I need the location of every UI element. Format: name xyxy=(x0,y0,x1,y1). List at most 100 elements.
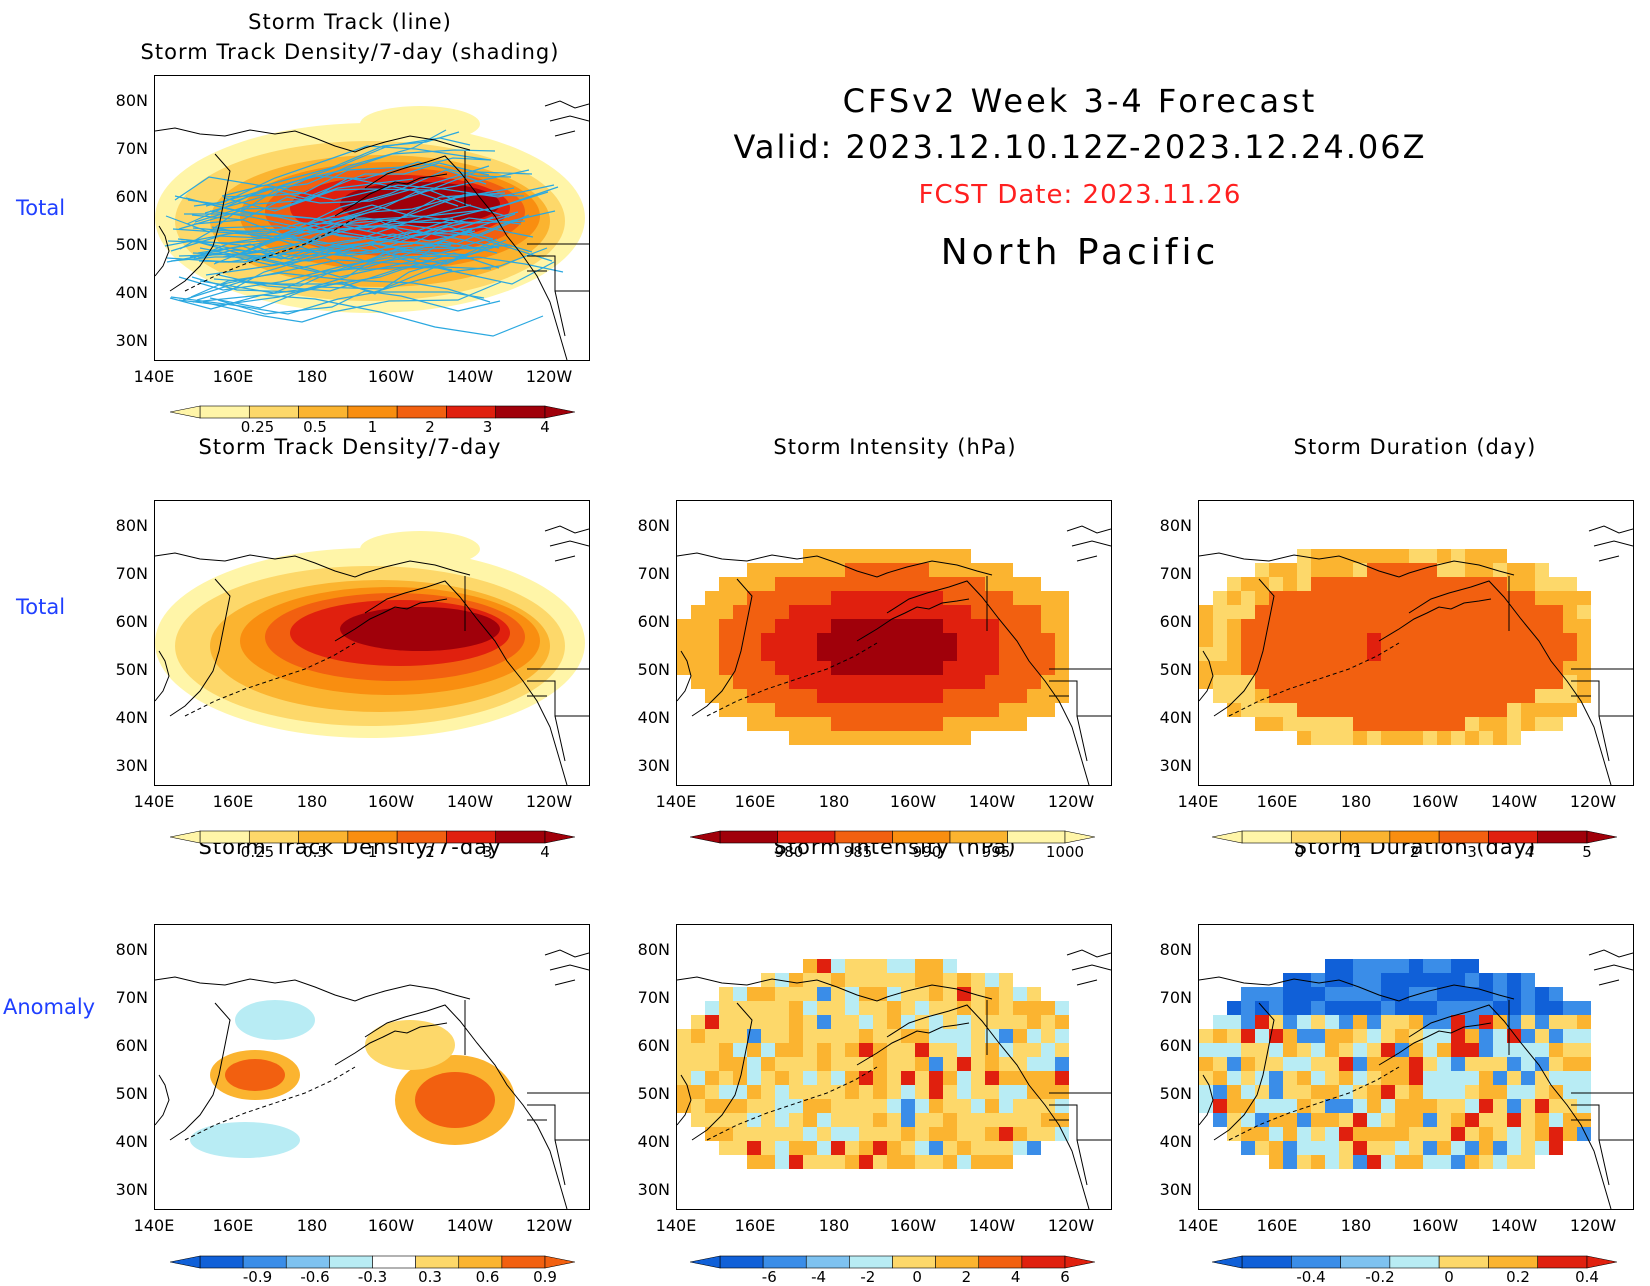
grid-cell xyxy=(1041,1057,1055,1071)
grid-cell xyxy=(1409,1071,1423,1085)
grid-cell xyxy=(789,1113,803,1127)
arctic-coast xyxy=(677,552,993,578)
grid-cell xyxy=(1395,1099,1409,1113)
grid-cell xyxy=(1423,619,1437,633)
coastline xyxy=(677,949,1111,1209)
grid-cell xyxy=(901,1099,915,1113)
grid-cell xyxy=(1213,1043,1227,1057)
grid-cell xyxy=(1339,959,1353,973)
grid-cell xyxy=(817,591,831,605)
grid-cell xyxy=(1493,1085,1507,1099)
colorbar-swatch xyxy=(1340,830,1391,844)
lon-tick-label: 160W xyxy=(889,792,937,811)
grid-cell xyxy=(1269,1043,1283,1057)
colorbar-tick-label: 5 xyxy=(1582,843,1592,861)
colorbar-tick-label: 0.2 xyxy=(1506,1268,1530,1286)
grid-cell xyxy=(985,987,999,1001)
grid-cell xyxy=(1027,1141,1041,1155)
grid-cell xyxy=(1353,563,1367,577)
grid-cell xyxy=(929,689,943,703)
colorbar-right-arrow xyxy=(544,405,576,419)
grid-cell xyxy=(1227,1113,1241,1127)
grid-cell xyxy=(1199,605,1213,619)
grid-cell xyxy=(831,605,845,619)
grid-cell xyxy=(1297,1029,1311,1043)
grid-cell xyxy=(733,591,747,605)
grid-cell xyxy=(1367,605,1381,619)
grid-cell xyxy=(1381,549,1395,563)
grid-cell xyxy=(859,959,873,973)
grid-cell xyxy=(901,661,915,675)
storm-track xyxy=(174,187,515,232)
lat-tick-label: 40N xyxy=(115,283,148,302)
grid-cell xyxy=(1479,591,1493,605)
grid-cell xyxy=(1213,1057,1227,1071)
grid-cell xyxy=(1269,619,1283,633)
grid-cell xyxy=(1283,703,1297,717)
grid-cell xyxy=(1027,1001,1041,1015)
grid-cell xyxy=(971,987,985,1001)
grid-cell xyxy=(1521,1085,1535,1099)
grid-cell xyxy=(1437,1057,1451,1071)
grid-cell xyxy=(873,1015,887,1029)
storm-track xyxy=(190,272,491,303)
grid-cell xyxy=(775,563,789,577)
colorbar-swatch xyxy=(396,405,447,419)
grid-cell xyxy=(845,1113,859,1127)
grid-cell xyxy=(1423,577,1437,591)
grid-cell xyxy=(1311,549,1325,563)
grid-cell xyxy=(1381,633,1395,647)
grid-cell xyxy=(1465,661,1479,675)
grid-cell xyxy=(803,605,817,619)
lon-tick-label: 160E xyxy=(212,792,254,811)
grid-cell xyxy=(1549,1043,1563,1057)
grid-cell xyxy=(859,605,873,619)
grid-cell xyxy=(901,1043,915,1057)
colorbar-swatch xyxy=(1537,1255,1588,1269)
grid-cell xyxy=(943,1043,957,1057)
grid-cell xyxy=(1297,591,1311,605)
lat-tick-label: 80N xyxy=(637,940,670,959)
grid-cell xyxy=(719,1057,733,1071)
arctic-coast xyxy=(155,976,471,1002)
grid-cell xyxy=(831,591,845,605)
grid-cell xyxy=(1507,1099,1521,1113)
grid-cell xyxy=(1521,1001,1535,1015)
grid-cell xyxy=(943,563,957,577)
grid-cell xyxy=(859,661,873,675)
colorbar-swatch xyxy=(719,1255,764,1269)
grid-cell xyxy=(705,1057,719,1071)
grid-cell xyxy=(761,717,775,731)
grid-cell xyxy=(999,1099,1013,1113)
grid-cell xyxy=(1311,1057,1325,1071)
grid-cell xyxy=(1353,619,1367,633)
grid-cell xyxy=(1409,717,1423,731)
colorbar-swatch xyxy=(1438,1255,1489,1269)
grid-cell xyxy=(1381,731,1395,745)
grid-cell xyxy=(817,1029,831,1043)
grid-cell xyxy=(1493,1015,1507,1029)
grid-cell xyxy=(859,1127,873,1141)
grid-cell xyxy=(859,591,873,605)
grid-cell xyxy=(859,1043,873,1057)
grid-cell xyxy=(999,1127,1013,1141)
grid-cell xyxy=(1227,1057,1241,1071)
grid-cell xyxy=(1479,1085,1493,1099)
grid-cell xyxy=(929,1057,943,1071)
grid-cell xyxy=(1535,1113,1549,1127)
grid-cell xyxy=(1395,1071,1409,1085)
grid-cell xyxy=(747,1141,761,1155)
grid-cell xyxy=(705,1127,719,1141)
grid-cell xyxy=(677,619,691,633)
grid-cell xyxy=(887,577,901,591)
grid-cell xyxy=(929,1099,943,1113)
grid-cell xyxy=(1577,591,1591,605)
grid-cell xyxy=(1367,1029,1381,1043)
grid-cell xyxy=(1353,1141,1367,1155)
grid-cell xyxy=(901,577,915,591)
grid-cell xyxy=(1395,1029,1409,1043)
grid-cell xyxy=(831,1057,845,1071)
grid-cell xyxy=(1493,731,1507,745)
grid-cell xyxy=(929,1015,943,1029)
grid-cell xyxy=(859,731,873,745)
